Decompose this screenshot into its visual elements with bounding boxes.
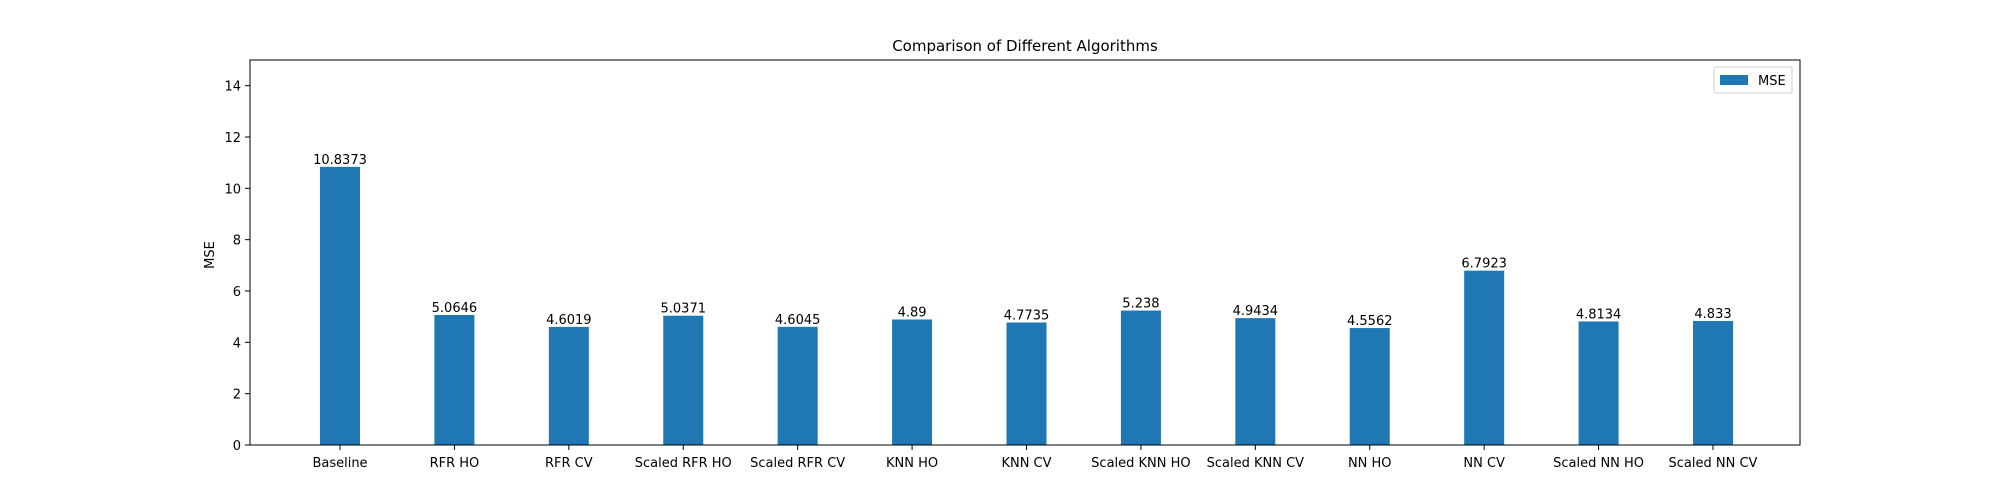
y-tick-label-0: 0 bbox=[233, 439, 241, 454]
x-tick-label-scaled-rfr-ho: Scaled RFR HO bbox=[635, 456, 732, 471]
y-tick-label-6: 6 bbox=[233, 285, 241, 300]
data-label-scaled-nn-ho: 4.8134 bbox=[1576, 307, 1622, 322]
y-tick-label-4: 4 bbox=[233, 336, 241, 351]
bar-scaled-knn-ho bbox=[1120, 310, 1161, 445]
data-label-rfr-cv: 4.6019 bbox=[546, 313, 592, 328]
data-label-scaled-nn-cv: 4.833 bbox=[1694, 307, 1731, 322]
x-tick-label-nn-cv: NN CV bbox=[1463, 456, 1505, 471]
x-tick-label-scaled-nn-cv: Scaled NN CV bbox=[1669, 456, 1758, 471]
y-tick-label-8: 8 bbox=[233, 234, 241, 249]
x-tick-label-baseline: Baseline bbox=[312, 456, 367, 471]
data-label-scaled-knn-cv: 4.9434 bbox=[1233, 304, 1279, 319]
bar-knn-cv bbox=[1006, 322, 1047, 445]
bar-scaled-rfr-ho bbox=[663, 315, 704, 445]
bar-baseline bbox=[320, 166, 360, 445]
y-axis: 0 2 4 6 8 10 12 14 bbox=[224, 80, 250, 454]
data-label-scaled-knn-ho: 5.238 bbox=[1122, 297, 1159, 312]
x-tick-label-knn-ho: KNN HO bbox=[886, 456, 938, 471]
bar-scaled-rfr-cv bbox=[777, 326, 818, 445]
x-tick-label-scaled-knn-ho: Scaled KNN HO bbox=[1091, 456, 1190, 471]
bars-group bbox=[320, 166, 1733, 445]
x-tick-label-rfr-ho: RFR HO bbox=[430, 456, 480, 471]
data-label-nn-ho: 4.5562 bbox=[1347, 314, 1393, 329]
bar-scaled-nn-cv bbox=[1693, 320, 1733, 445]
data-label-knn-ho: 4.89 bbox=[898, 305, 927, 320]
plot-frame bbox=[249, 59, 1801, 446]
bar-scaled-knn-cv bbox=[1235, 318, 1276, 445]
bar-knn-ho bbox=[892, 319, 933, 445]
y-tick-label-14: 14 bbox=[224, 80, 241, 95]
x-axis: Baseline RFR HO RFR CV Scaled RFR HO Scaled … bbox=[312, 445, 1758, 471]
bar-nn-cv bbox=[1464, 270, 1505, 445]
x-tick-label-nn-ho: NN HO bbox=[1348, 456, 1392, 471]
data-label-knn-cv: 4.7735 bbox=[1004, 308, 1050, 323]
legend: MSE bbox=[1713, 66, 1793, 94]
chart-title: Comparison of Different Algorithms bbox=[892, 37, 1158, 55]
legend-label-mse: MSE bbox=[1758, 74, 1786, 89]
legend-swatch-mse bbox=[1720, 75, 1748, 85]
y-tick-label-10: 10 bbox=[224, 182, 241, 197]
bar-nn-ho bbox=[1349, 328, 1390, 445]
x-tick-label-scaled-rfr-cv: Scaled RFR CV bbox=[750, 456, 845, 471]
x-tick-label-rfr-cv: RFR CV bbox=[545, 456, 593, 471]
x-tick-label-scaled-nn-ho: Scaled NN HO bbox=[1553, 456, 1644, 471]
bar-rfr-ho bbox=[434, 315, 475, 445]
data-label-baseline: 10.8373 bbox=[313, 153, 367, 168]
data-label-scaled-rfr-cv: 4.6045 bbox=[775, 313, 821, 328]
bar-scaled-nn-ho bbox=[1578, 321, 1619, 445]
data-label-nn-cv: 6.7923 bbox=[1461, 257, 1507, 272]
x-tick-label-scaled-knn-cv: Scaled KNN CV bbox=[1207, 456, 1305, 471]
y-axis-label: MSE bbox=[203, 241, 218, 269]
legend-box bbox=[1713, 66, 1793, 94]
data-label-scaled-rfr-ho: 5.0371 bbox=[661, 302, 707, 317]
data-label-rfr-ho: 5.0646 bbox=[432, 301, 478, 316]
x-tick-label-knn-cv: KNN CV bbox=[1001, 456, 1051, 471]
bar-rfr-cv bbox=[548, 326, 589, 445]
data-labels-group: 10.8373 5.0646 4.6019 5.0371 4.6045 4.89 4.773… bbox=[313, 153, 1731, 329]
y-tick-label-2: 2 bbox=[233, 388, 241, 403]
y-tick-label-12: 12 bbox=[224, 131, 241, 146]
